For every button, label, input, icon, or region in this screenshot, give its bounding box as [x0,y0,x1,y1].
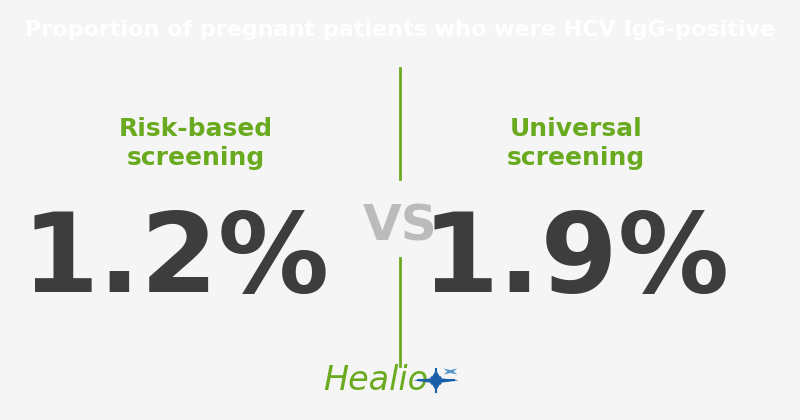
Text: Universal
screening: Universal screening [507,117,645,171]
Text: Healio: Healio [323,364,429,397]
Polygon shape [443,368,458,375]
Text: Risk-based
screening: Risk-based screening [119,117,273,171]
Text: Proportion of pregnant patients who were HCV IgG-positive: Proportion of pregnant patients who were… [25,21,775,40]
Text: VS: VS [362,202,438,250]
Text: 1.2%: 1.2% [22,208,330,315]
Text: 1.9%: 1.9% [422,208,730,315]
Polygon shape [413,370,459,391]
